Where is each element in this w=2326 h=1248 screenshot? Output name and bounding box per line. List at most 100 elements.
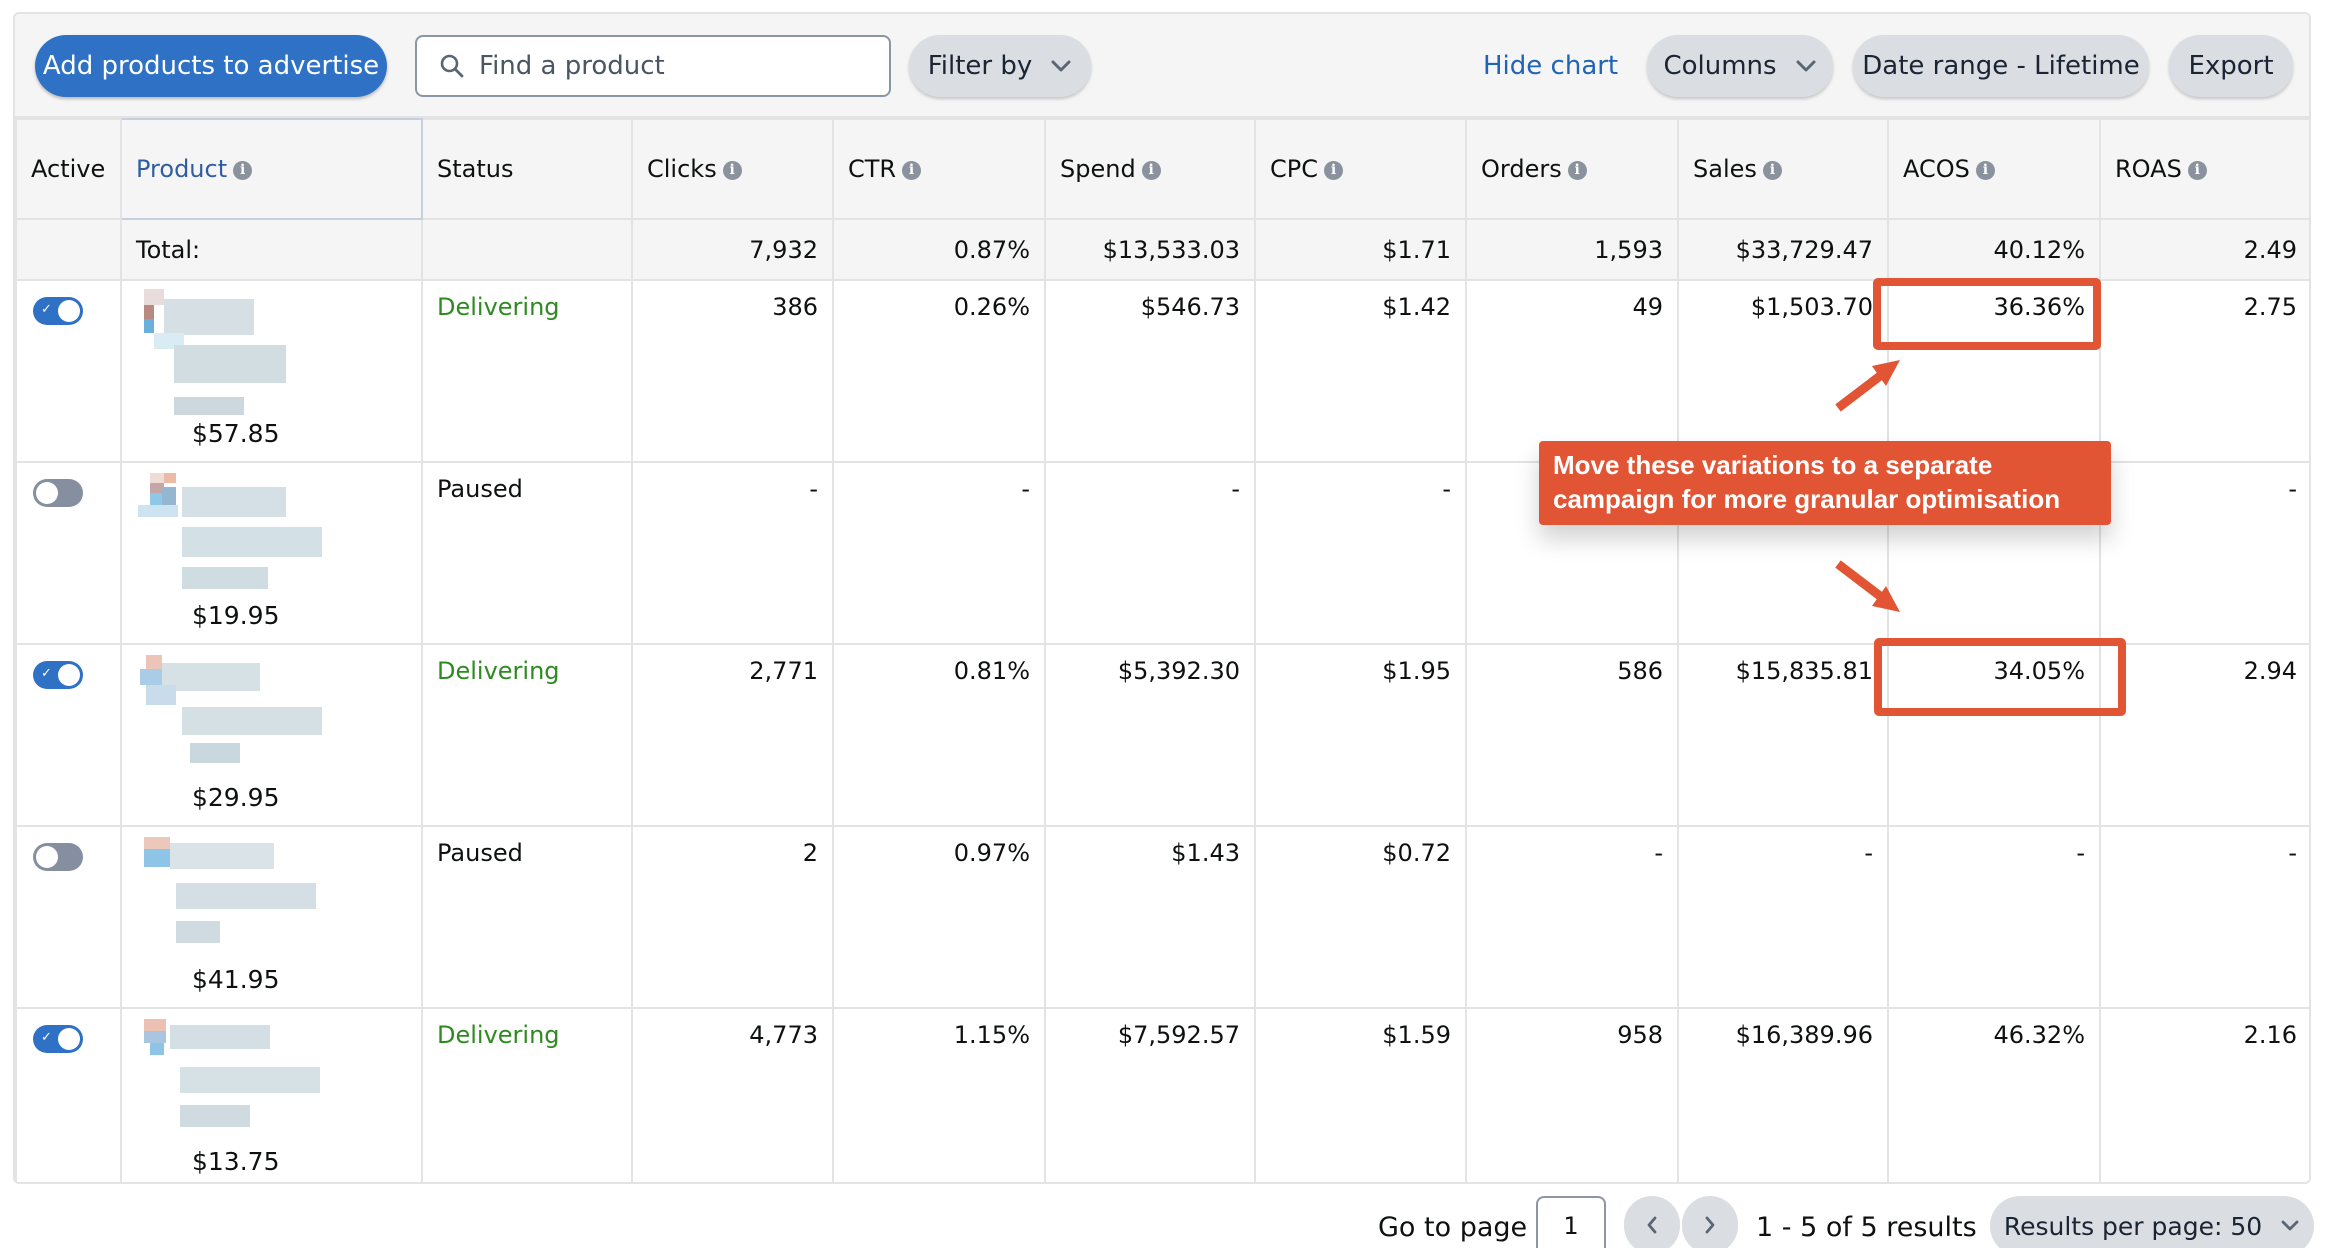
column-header-spend[interactable]: Spend i	[1044, 118, 1256, 220]
columns-label: Columns	[1663, 51, 1777, 81]
search-icon	[440, 54, 464, 78]
ctr-value: 0.81%	[832, 643, 1046, 827]
roas-value: 2.16	[2099, 1007, 2309, 1182]
spend-value: $5,392.30	[1044, 643, 1256, 827]
results-per-page-dropdown[interactable]: Results per page: 50	[1990, 1196, 2314, 1248]
cpc-value: -	[1254, 461, 1467, 645]
spend-value: -	[1044, 461, 1256, 645]
column-header-roas[interactable]: ROAS i	[2099, 118, 2309, 220]
chevron-right-icon	[1705, 1216, 1715, 1234]
total-orders: 1,593	[1465, 218, 1679, 281]
info-icon[interactable]: i	[1324, 160, 1343, 180]
check-icon: ✓	[41, 1030, 52, 1045]
clicks-value: 386	[631, 279, 834, 463]
orders-value: 49	[1465, 279, 1679, 463]
column-header-sales[interactable]: Sales i	[1677, 118, 1889, 220]
product-ads-panel: Add products to advertise Find a product…	[13, 12, 2311, 1184]
clicks-value: 4,773	[631, 1007, 834, 1182]
acos-value: 34.05%	[1887, 643, 2101, 827]
cpc-value: $1.59	[1254, 1007, 1467, 1182]
clicks-value: 2	[631, 825, 834, 1009]
page-number-input[interactable]: 1	[1536, 1196, 1606, 1248]
column-header-clicks[interactable]: Clicks i	[631, 118, 834, 220]
column-header-acos[interactable]: ACOS i	[1887, 118, 2101, 220]
column-header-ctr[interactable]: CTR i	[832, 118, 1046, 220]
active-toggle[interactable]	[33, 843, 83, 871]
table-row: ✓ $57.85 Delivering 386 0.26%	[15, 279, 2309, 463]
cpc-value: $1.95	[1254, 643, 1467, 827]
status-text: Delivering	[421, 279, 633, 463]
hide-chart-link[interactable]: Hide chart	[1483, 51, 1619, 81]
info-icon[interactable]: i	[902, 160, 922, 180]
orders-value: 958	[1465, 1007, 1679, 1182]
product-price: $41.95	[192, 965, 280, 994]
filter-by-button[interactable]: Filter by	[909, 35, 1091, 97]
chevron-down-icon	[1051, 60, 1071, 72]
acos-value: 46.32%	[1887, 1007, 2101, 1182]
table-header-row: Active Product i Status Clicks i CTR i Spen…	[15, 118, 2309, 220]
spend-value: $1.43	[1044, 825, 1256, 1009]
info-icon[interactable]: i	[1975, 160, 1995, 180]
product-thumbnail-blurred[interactable]	[130, 833, 330, 965]
toolbar: Add products to advertise Find a product…	[15, 14, 2309, 118]
total-row: Total: 7,932 0.87% $13,533.03 $1.71 1,59…	[15, 218, 2309, 281]
add-products-button[interactable]: Add products to advertise	[35, 35, 387, 97]
total-roas: 2.49	[2099, 218, 2309, 281]
previous-page-button[interactable]	[1624, 1196, 1680, 1248]
info-icon[interactable]: i	[1567, 160, 1587, 180]
total-label: Total:	[120, 218, 423, 281]
roas-value: 2.94	[2099, 643, 2309, 827]
search-placeholder: Find a product	[479, 51, 665, 81]
spend-value: $546.73	[1044, 279, 1256, 463]
info-icon[interactable]: i	[1141, 160, 1161, 180]
product-thumbnail-blurred[interactable]	[130, 651, 330, 783]
column-header-status[interactable]: Status	[421, 118, 633, 220]
column-header-cpc[interactable]: CPC i	[1254, 118, 1467, 220]
export-button[interactable]: Export	[2169, 35, 2293, 97]
status-text: Paused	[421, 461, 633, 645]
roas-value: -	[2099, 825, 2309, 1009]
active-toggle[interactable]: ✓	[33, 1025, 83, 1053]
highlight-box-acos-row3	[1874, 638, 2126, 716]
spend-value: $7,592.57	[1044, 1007, 1256, 1182]
highlight-box-acos-row1	[1873, 278, 2101, 350]
results-count: 1 - 5 of 5 results	[1756, 1212, 1977, 1243]
product-thumbnail-blurred[interactable]	[130, 469, 330, 601]
info-icon[interactable]: i	[722, 160, 742, 180]
ctr-value: 0.97%	[832, 825, 1046, 1009]
info-icon[interactable]: i	[2187, 160, 2207, 180]
info-icon[interactable]: i	[233, 160, 253, 180]
check-icon: ✓	[41, 302, 52, 317]
active-toggle[interactable]	[33, 479, 83, 507]
product-price: $13.75	[192, 1147, 280, 1176]
column-header-active[interactable]: Active	[15, 118, 122, 220]
orders-value: 586	[1465, 643, 1679, 827]
results-per-page-label: Results per page: 50	[2003, 1211, 2263, 1241]
clicks-value: 2,771	[631, 643, 834, 827]
table-row: ✓ $13.75 Delivering 4,773 1.15% $7,592.5	[15, 1007, 2309, 1182]
sales-value: $1,503.70	[1677, 279, 1889, 463]
date-range-button[interactable]: Date range - Lifetime	[1853, 35, 2149, 97]
active-toggle[interactable]: ✓	[33, 297, 83, 325]
total-spend: $13,533.03	[1044, 218, 1256, 281]
cpc-value: $1.42	[1254, 279, 1467, 463]
status-text: Paused	[421, 825, 633, 1009]
active-toggle[interactable]: ✓	[33, 661, 83, 689]
product-thumbnail-blurred[interactable]	[130, 1015, 330, 1147]
ctr-value: 1.15%	[832, 1007, 1046, 1182]
next-page-button[interactable]	[1682, 1196, 1738, 1248]
roas-value: -	[2099, 461, 2309, 645]
search-input[interactable]: Find a product	[415, 35, 891, 97]
total-cpc: $1.71	[1254, 218, 1467, 281]
orders-value: -	[1465, 825, 1679, 1009]
total-sales: $33,729.47	[1677, 218, 1889, 281]
column-header-orders[interactable]: Orders i	[1465, 118, 1679, 220]
callout-line-2: campaign for more granular optimisation	[1553, 484, 2061, 514]
column-header-product[interactable]: Product i	[120, 118, 423, 220]
product-thumbnail-blurred[interactable]	[130, 287, 330, 419]
sales-value: -	[1677, 825, 1889, 1009]
columns-button[interactable]: Columns	[1647, 35, 1833, 97]
info-icon[interactable]: i	[1762, 160, 1782, 180]
filter-by-label: Filter by	[927, 51, 1033, 81]
clicks-value: -	[631, 461, 834, 645]
